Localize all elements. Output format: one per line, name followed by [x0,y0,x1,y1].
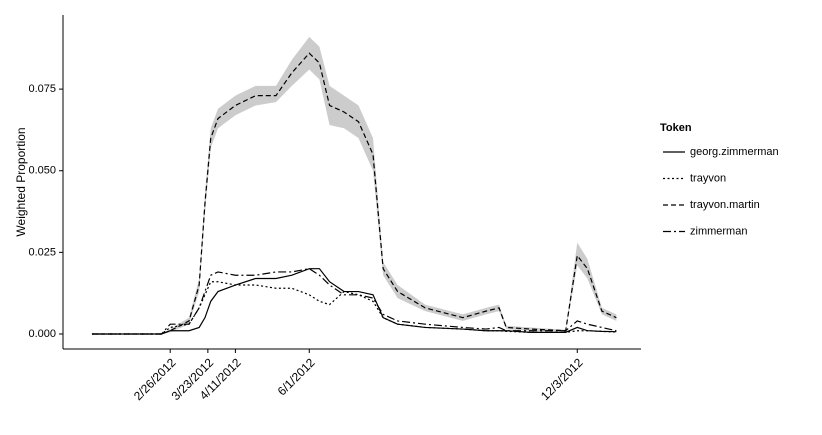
legend-label: trayvon [690,172,726,184]
y-axis-title: Weighted Proportion [14,127,28,236]
series-line [91,281,617,335]
x-tick-label: 6/1/2012 [275,355,318,398]
legend-label: georg.zimmerman [690,146,779,158]
y-tick-label: 0.000 [28,328,56,340]
legend-label: trayvon.martin [690,199,760,211]
legend-label: zimmerman [690,225,747,237]
confidence-band [91,36,617,334]
x-tick-label: 12/3/2012 [538,355,586,403]
legend-title: Token [660,122,692,134]
series-line [91,52,617,335]
series-line [91,268,617,335]
y-tick-label: 0.075 [28,83,56,95]
y-tick-label: 0.025 [28,246,56,258]
y-tick-label: 0.050 [28,165,56,177]
